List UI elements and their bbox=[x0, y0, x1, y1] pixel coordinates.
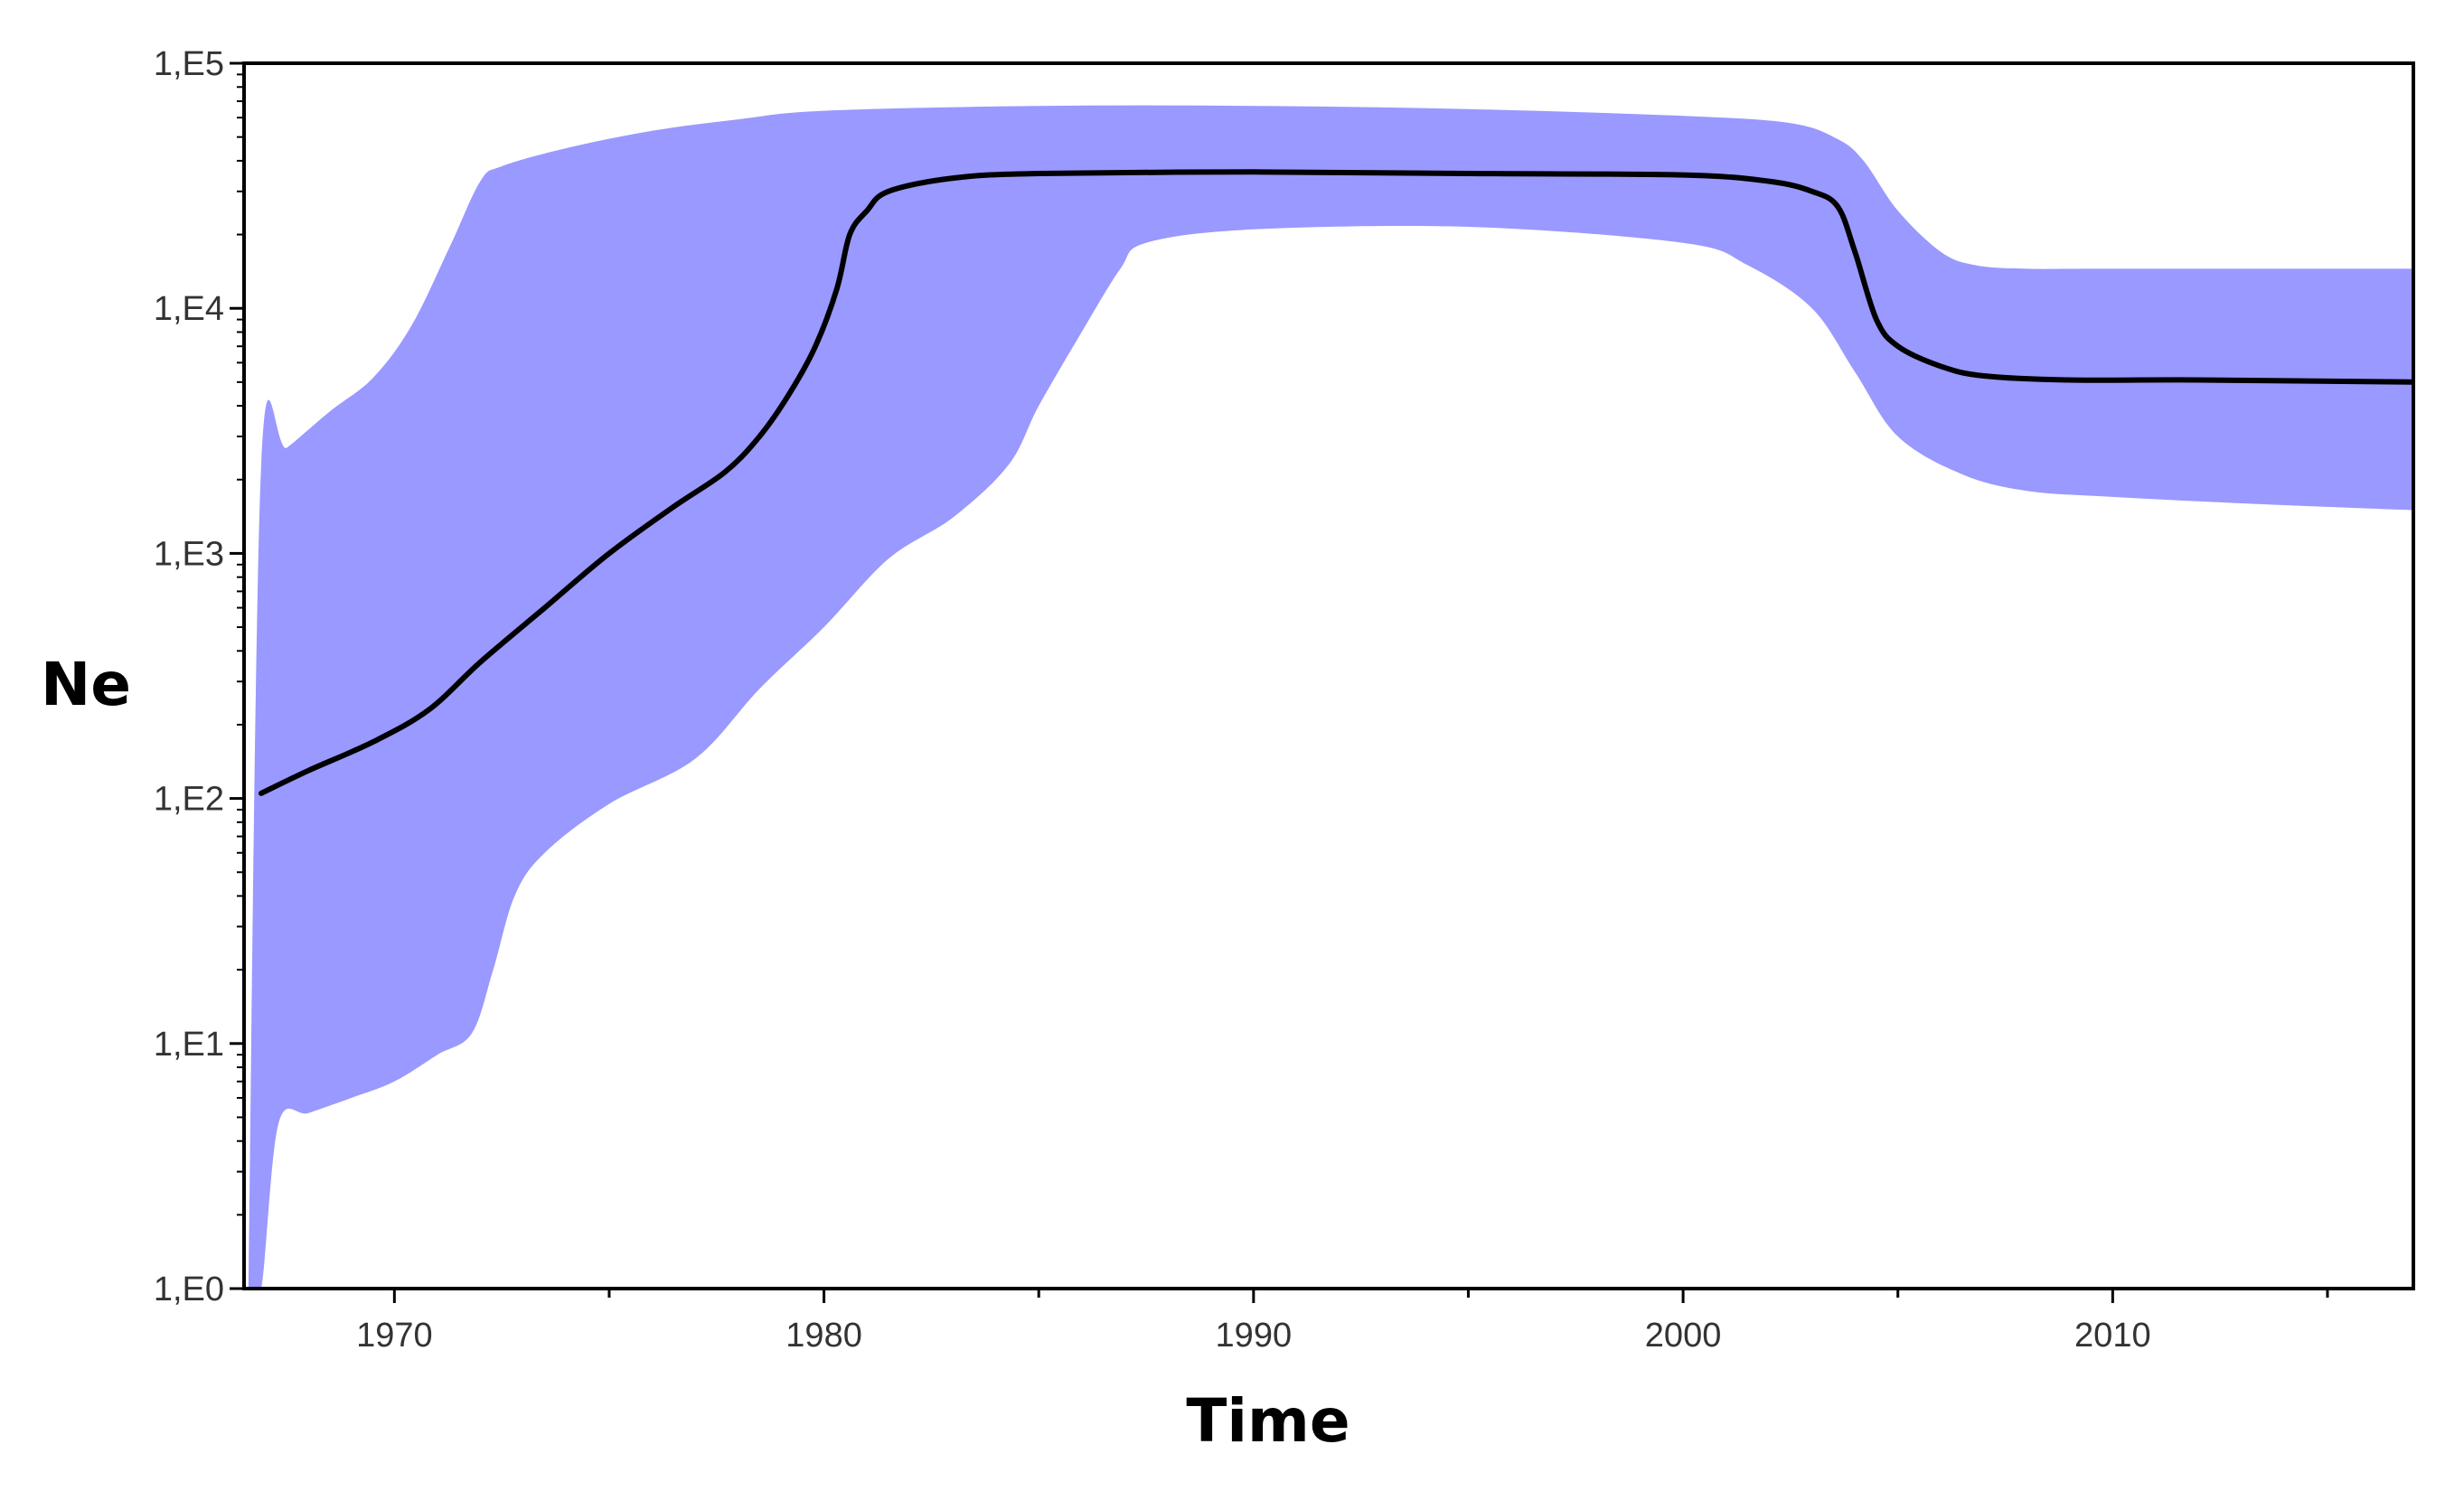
plot-frame bbox=[242, 61, 2415, 1290]
median-line bbox=[259, 169, 2413, 796]
y-tick-label: 1,E3 bbox=[154, 535, 224, 573]
y-axis: 1,E0 1,E1 1,E2 1,E3 1,E4 1,E5 bbox=[154, 45, 244, 1308]
y-axis-title: Ne bbox=[41, 650, 131, 719]
x-tick-label: 2000 bbox=[1645, 1317, 1722, 1355]
y-tick-label: 1,E4 bbox=[154, 290, 224, 328]
x-axis: 1970 1980 1990 2000 2010 bbox=[356, 1289, 2329, 1355]
x-tick-label: 1980 bbox=[785, 1317, 862, 1355]
x-tick-label: 1990 bbox=[1216, 1317, 1293, 1355]
y-tick-label: 1,E1 bbox=[154, 1026, 224, 1064]
x-tick-label: 1970 bbox=[356, 1317, 433, 1355]
y-tick-label: 1,E0 bbox=[154, 1271, 224, 1308]
x-axis-title: Time bbox=[1186, 1386, 1350, 1456]
y-tick-label: 1,E5 bbox=[154, 45, 224, 83]
confidence-band bbox=[248, 105, 2413, 1289]
x-tick-label: 2010 bbox=[2074, 1317, 2151, 1355]
y-tick-label: 1,E2 bbox=[154, 781, 224, 819]
